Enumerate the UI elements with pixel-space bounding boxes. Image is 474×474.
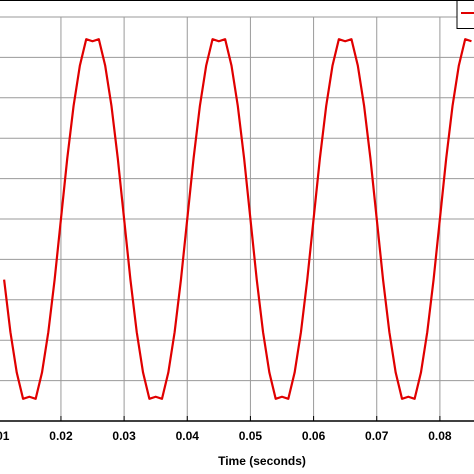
x-tick-label: 0.08 — [428, 429, 452, 443]
legend-box — [456, 0, 474, 29]
x-axis-label: Time (seconds) — [218, 454, 306, 468]
x-tick-label: 0.06 — [302, 429, 326, 443]
series-line — [3, 38, 472, 400]
x-tick-label: 0.03 — [112, 429, 136, 443]
x-tick-label: 0.04 — [176, 429, 200, 443]
x-tick-label: 0.07 — [365, 429, 389, 443]
x-tick-label: 0.02 — [49, 429, 73, 443]
x-tick-label: 0.05 — [239, 429, 263, 443]
x-tick-label: 0.01 — [0, 429, 10, 443]
